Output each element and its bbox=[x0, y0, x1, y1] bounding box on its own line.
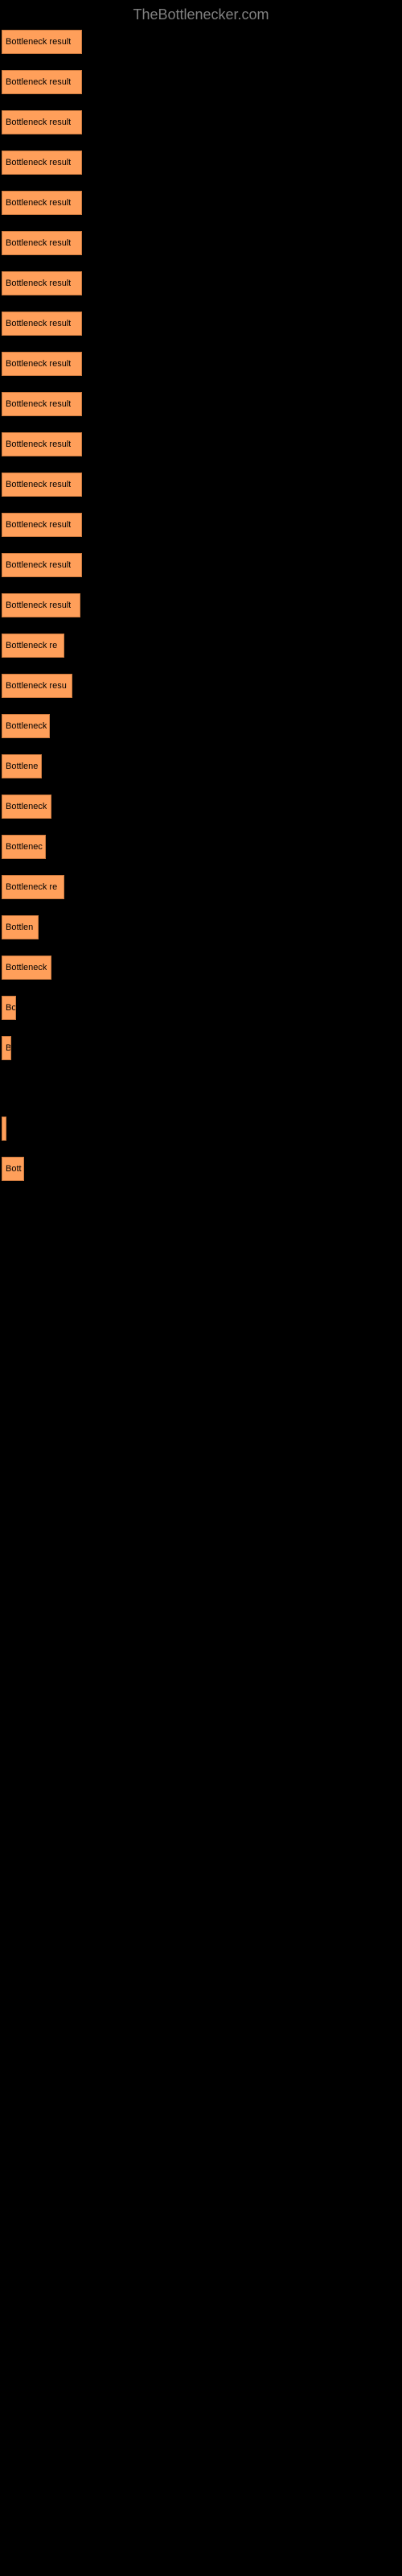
bar-row: Bottleneck bbox=[2, 956, 400, 980]
chart-bar: Bottleneck result bbox=[2, 191, 82, 215]
bar-label: Bottleneck result bbox=[6, 601, 71, 610]
bar-row: Bottleneck bbox=[2, 795, 400, 819]
chart-bar: Bottleneck resu bbox=[2, 674, 72, 698]
bar-label: Bottleneck result bbox=[6, 238, 71, 248]
bar-label: Bottleneck result bbox=[6, 37, 71, 47]
bar-label: Bottleneck result bbox=[6, 359, 71, 369]
bar-label: B bbox=[6, 1043, 10, 1053]
chart-bar: Bottleneck result bbox=[2, 271, 82, 295]
bar-row: Bottleneck result bbox=[2, 191, 400, 215]
chart-bar: Bottleneck result bbox=[2, 593, 80, 617]
bar-label: Bottleneck result bbox=[6, 198, 71, 208]
bar-label: Bottleneck result bbox=[6, 77, 71, 87]
bar-row: Bottleneck result bbox=[2, 151, 400, 175]
chart-bar: Bottleneck result bbox=[2, 151, 82, 175]
bar-row: Bottleneck bbox=[2, 714, 400, 738]
chart-bar: Bottleneck result bbox=[2, 553, 82, 577]
bar-row: Bottleneck result bbox=[2, 553, 400, 577]
header: TheBottlenecker.com bbox=[0, 0, 402, 30]
bar-row: Bottlene bbox=[2, 754, 400, 778]
bar-row: Bottleneck result bbox=[2, 231, 400, 255]
chart-bar: Bottleneck result bbox=[2, 70, 82, 94]
chart-bar: B bbox=[2, 1036, 11, 1060]
chart-bar: Bottlen bbox=[2, 915, 39, 939]
bar-row: Bottleneck result bbox=[2, 392, 400, 416]
site-title: TheBottlenecker.com bbox=[133, 6, 269, 23]
bar-row: Bottleneck re bbox=[2, 875, 400, 899]
bar-row: Bo bbox=[2, 996, 400, 1020]
chart-bar: Bottlenec bbox=[2, 835, 46, 859]
bar-label: Bottlene bbox=[6, 762, 38, 771]
bar-label: Bottleneck result bbox=[6, 118, 71, 127]
bar-row: Bottleneck result bbox=[2, 110, 400, 134]
chart-bar: Bottleneck result bbox=[2, 231, 82, 255]
bar-label: Bottleneck bbox=[6, 963, 47, 972]
chart-bar: Bottleneck result bbox=[2, 312, 82, 336]
chart-bar: Bottleneck result bbox=[2, 513, 82, 537]
chart-bar: Bottleneck re bbox=[2, 875, 64, 899]
chart-bar: Bottleneck bbox=[2, 795, 51, 819]
bar-row bbox=[2, 1117, 400, 1141]
chart-bar: Bottleneck result bbox=[2, 473, 82, 497]
chart-bar: Bo bbox=[2, 996, 16, 1020]
bar-label: Bottleneck bbox=[6, 802, 47, 811]
bar-row: Bottleneck result bbox=[2, 432, 400, 456]
bar-row: Bottlenec bbox=[2, 835, 400, 859]
bar-row: B bbox=[2, 1036, 400, 1060]
bar-label: Bottleneck resu bbox=[6, 681, 67, 691]
bar-label: Bott bbox=[6, 1164, 22, 1174]
chart-bar bbox=[2, 1117, 6, 1141]
bar-label: Bottleneck result bbox=[6, 560, 71, 570]
bar-row: Bottleneck result bbox=[2, 352, 400, 376]
bar-row: Bottleneck result bbox=[2, 70, 400, 94]
chart-container: Bottleneck result Bottleneck result Bottle… bbox=[0, 30, 402, 1181]
bar-row: Bottleneck result bbox=[2, 473, 400, 497]
bar-row bbox=[2, 1076, 400, 1100]
bar-label: Bottleneck result bbox=[6, 399, 71, 409]
bar-label: Bottlen bbox=[6, 923, 33, 932]
bar-row: Bottleneck resu bbox=[2, 674, 400, 698]
bar-row: Bottleneck re bbox=[2, 634, 400, 658]
bar-row: Bottlen bbox=[2, 915, 400, 939]
chart-bar: Bottleneck result bbox=[2, 392, 82, 416]
chart-bar: Bottleneck result bbox=[2, 30, 82, 54]
bar-label: Bottleneck result bbox=[6, 440, 71, 449]
chart-bar: Bottlene bbox=[2, 754, 42, 778]
chart-bar: Bottleneck re bbox=[2, 634, 64, 658]
bar-row: Bottleneck result bbox=[2, 513, 400, 537]
chart-bar: Bottleneck result bbox=[2, 432, 82, 456]
bar-label: Bottlenec bbox=[6, 842, 43, 852]
bar-label: Bottleneck result bbox=[6, 520, 71, 530]
chart-bar: Bottleneck bbox=[2, 956, 51, 980]
bar-row: Bottleneck result bbox=[2, 271, 400, 295]
bar-label: Bottleneck result bbox=[6, 480, 71, 489]
bar-label: Bottleneck result bbox=[6, 279, 71, 288]
chart-bar: Bottleneck result bbox=[2, 352, 82, 376]
bar-row: Bottleneck result bbox=[2, 30, 400, 54]
bar-label: Bo bbox=[6, 1003, 15, 1013]
bar-label: Bottleneck result bbox=[6, 158, 71, 167]
chart-bar: Bottleneck bbox=[2, 714, 50, 738]
bar-label: Bottleneck re bbox=[6, 641, 57, 650]
bar-row: Bottleneck result bbox=[2, 593, 400, 617]
bar-row: Bott bbox=[2, 1157, 400, 1181]
chart-bar: Bottleneck result bbox=[2, 110, 82, 134]
bar-label: Bottleneck result bbox=[6, 319, 71, 328]
bar-row: Bottleneck result bbox=[2, 312, 400, 336]
chart-bar: Bott bbox=[2, 1157, 24, 1181]
bar-label: Bottleneck re bbox=[6, 882, 57, 892]
bar-label: Bottleneck bbox=[6, 721, 47, 731]
